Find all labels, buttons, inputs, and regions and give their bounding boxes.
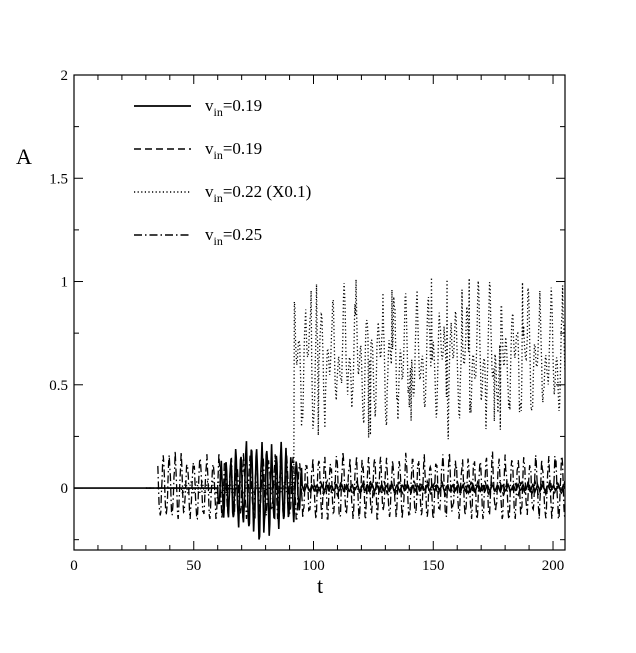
- x-tick-label: 100: [302, 558, 325, 574]
- series-layer: [74, 277, 565, 540]
- plot-frame: [73, 74, 566, 551]
- x-tick-label: 200: [542, 558, 565, 574]
- y-tick-label: 1.5: [49, 171, 68, 187]
- ticks-layer: 0 50 100 150 200 0 0.5 1 1.5 2: [49, 68, 565, 574]
- legend-label: vin=0.22 (X0.1): [205, 182, 311, 205]
- series-line-dotted: [145, 277, 565, 496]
- y-tick-label: 0: [61, 481, 69, 497]
- legend-label: vin=0.25: [205, 225, 262, 248]
- legend-label: vin=0.19: [205, 96, 262, 119]
- x-tick-label: 150: [422, 558, 445, 574]
- y-tick-label: 2: [61, 68, 69, 84]
- y-axis-title: A: [16, 144, 32, 169]
- series-line-solid: [74, 441, 565, 540]
- x-axis-title: t: [317, 573, 323, 598]
- y-tick-label: 1: [61, 275, 69, 291]
- y-tick-label: 0.5: [49, 378, 68, 394]
- x-tick-label: 50: [186, 558, 201, 574]
- legend: vin=0.19 vin=0.19 vin=0.22 (X0.1) vin=0.25: [134, 96, 311, 248]
- legend-label: vin=0.19: [205, 139, 262, 162]
- x-tick-label: 0: [70, 558, 78, 574]
